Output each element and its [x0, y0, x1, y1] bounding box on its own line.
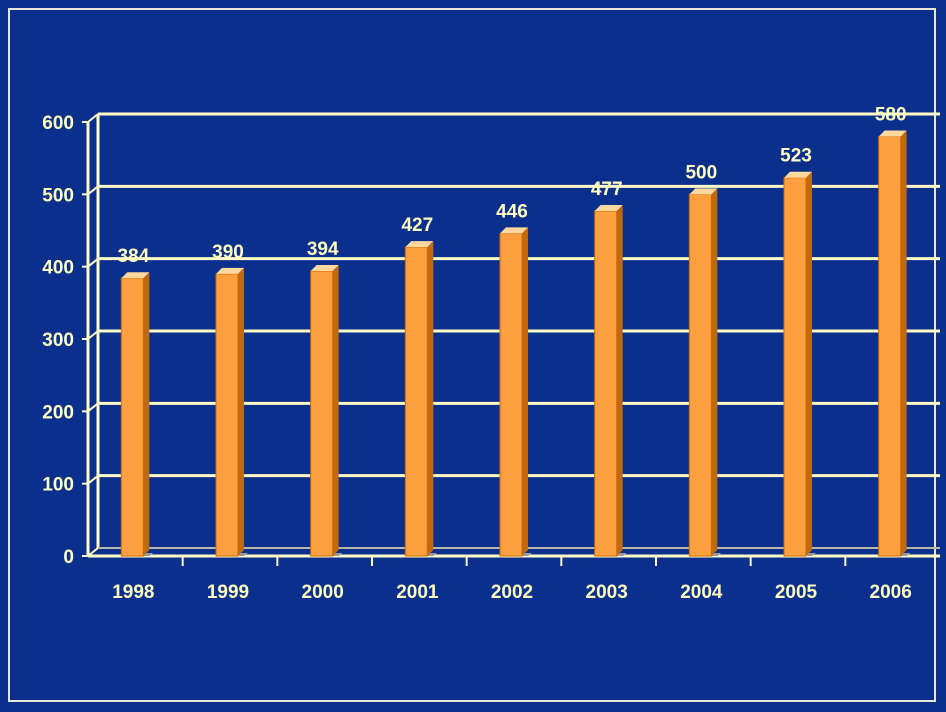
data-label: 500	[685, 162, 717, 183]
bar-top	[689, 188, 718, 195]
y-tick-label: 400	[42, 258, 74, 279]
bar-side	[616, 204, 623, 556]
data-label: 384	[117, 246, 149, 267]
bar	[688, 193, 712, 557]
x-tick-label: 1999	[207, 582, 249, 603]
bar	[878, 135, 902, 557]
bar	[404, 246, 428, 557]
bar-side	[238, 267, 244, 556]
data-label: 427	[401, 215, 433, 236]
slide-frame	[8, 8, 936, 702]
y-tick-label: 100	[42, 475, 74, 496]
bar-side	[332, 265, 339, 556]
y-tick-label: 0	[63, 547, 74, 568]
bar-top	[216, 267, 244, 274]
bar	[120, 277, 144, 557]
x-tick-label: 2003	[586, 582, 628, 603]
bar-top	[878, 130, 907, 137]
bar-side	[522, 227, 528, 557]
bar-side	[806, 171, 812, 557]
x-tick-label: 2001	[396, 582, 439, 603]
bar-side	[711, 188, 718, 557]
label-layer: 384 1998 390 1999 394 2000 427 2001 446 2002 477 20…	[112, 104, 912, 603]
data-label: 446	[496, 201, 528, 222]
x-tick-label: 2000	[302, 582, 344, 603]
gridline-depth	[87, 257, 99, 268]
data-label: 523	[780, 146, 812, 167]
bar-side	[900, 130, 907, 556]
bar-top	[500, 227, 528, 234]
bar	[783, 177, 807, 557]
x-tick-label: 2005	[775, 582, 818, 603]
gridline-depth	[87, 402, 99, 413]
bar-top	[594, 204, 623, 211]
data-label: 390	[212, 242, 244, 263]
bar	[594, 210, 618, 557]
bar-top	[784, 171, 812, 178]
bar-top	[310, 265, 339, 272]
x-tick-label: 2006	[870, 582, 912, 603]
gridline-depth	[87, 474, 99, 485]
y-tick-label: 500	[42, 185, 74, 206]
bar-layer	[120, 130, 911, 557]
bar-side	[143, 272, 150, 556]
y-tick-label: 600	[42, 113, 74, 134]
gridline-depth	[87, 185, 99, 196]
x-tick-label: 1998	[112, 582, 154, 603]
gridline-depth	[87, 330, 99, 340]
x-tick-label: 2002	[491, 582, 533, 603]
bar-side	[427, 241, 434, 557]
bar	[499, 232, 523, 557]
gridline-depth	[87, 113, 99, 123]
bar-top	[121, 272, 150, 279]
data-label: 477	[591, 179, 623, 200]
bar-top	[405, 241, 434, 248]
y-tick-label: 200	[42, 402, 74, 423]
x-tick-label: 2004	[680, 582, 723, 603]
bar	[310, 270, 334, 557]
data-label: 394	[307, 239, 339, 260]
data-label: 580	[875, 104, 907, 125]
bar	[215, 273, 239, 557]
y-tick-label: 300	[42, 330, 74, 351]
